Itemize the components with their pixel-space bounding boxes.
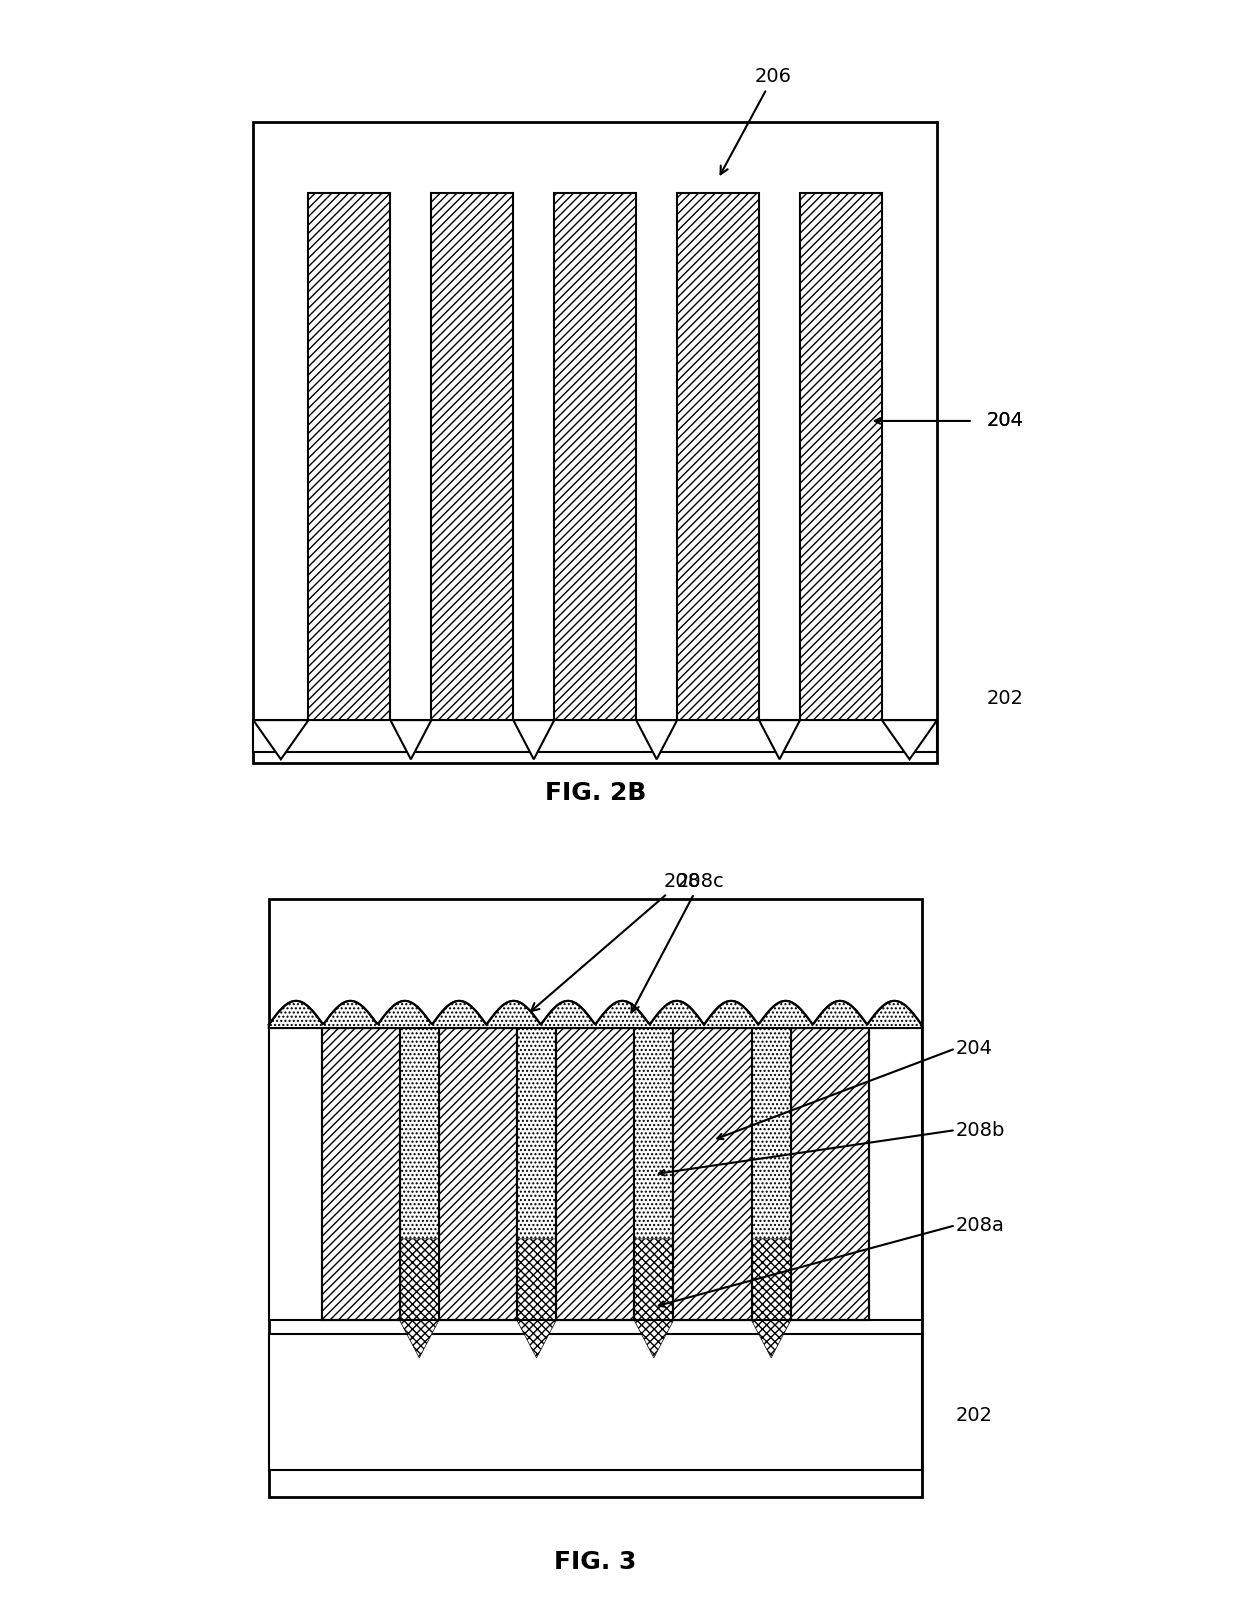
Polygon shape xyxy=(759,720,800,759)
Bar xyxy=(321,1028,399,1321)
Bar xyxy=(800,193,882,720)
Bar xyxy=(556,1028,635,1321)
Text: 208c: 208c xyxy=(631,871,724,1012)
Bar xyxy=(399,1028,439,1239)
Polygon shape xyxy=(253,720,309,759)
Bar xyxy=(309,193,391,720)
Text: 206: 206 xyxy=(720,66,792,175)
Bar xyxy=(791,1028,869,1321)
Text: 202: 202 xyxy=(987,690,1024,708)
Text: 204: 204 xyxy=(987,411,1024,431)
Bar xyxy=(517,1028,556,1239)
Bar xyxy=(677,193,759,720)
Polygon shape xyxy=(517,1239,556,1358)
Polygon shape xyxy=(269,1001,921,1028)
Text: FIG. 2B: FIG. 2B xyxy=(544,782,646,805)
Text: FIG. 3: FIG. 3 xyxy=(554,1551,636,1574)
Polygon shape xyxy=(635,1239,673,1358)
Bar xyxy=(253,720,937,753)
Text: 202: 202 xyxy=(956,1407,992,1425)
FancyBboxPatch shape xyxy=(269,899,921,1498)
Bar xyxy=(432,193,513,720)
Text: 204: 204 xyxy=(940,411,1024,431)
Text: 208a: 208a xyxy=(956,1216,1004,1235)
Bar xyxy=(439,1028,517,1321)
FancyBboxPatch shape xyxy=(253,121,937,763)
Polygon shape xyxy=(399,1239,439,1358)
Text: 208b: 208b xyxy=(956,1120,1004,1140)
Polygon shape xyxy=(882,720,937,759)
Text: 204: 204 xyxy=(956,1039,992,1057)
Polygon shape xyxy=(513,720,554,759)
Bar xyxy=(673,1028,751,1321)
Bar xyxy=(269,1334,921,1470)
Polygon shape xyxy=(636,720,677,759)
Bar xyxy=(635,1028,673,1239)
Polygon shape xyxy=(751,1239,791,1358)
Bar xyxy=(751,1028,791,1239)
Bar xyxy=(269,1025,921,1028)
Text: 208: 208 xyxy=(531,871,701,1012)
Bar xyxy=(554,193,636,720)
Polygon shape xyxy=(391,720,432,759)
Bar xyxy=(269,1028,921,1321)
